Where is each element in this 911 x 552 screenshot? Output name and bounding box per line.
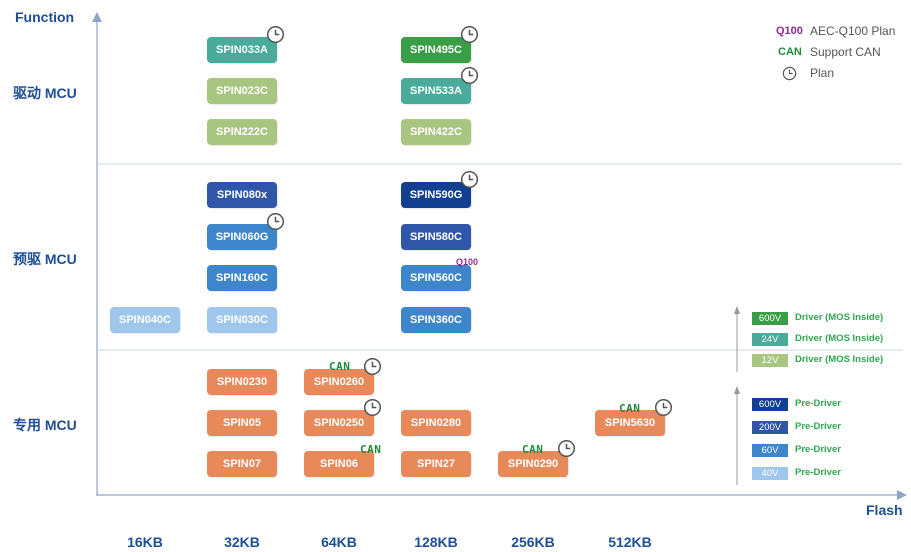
voltage-box: 600V [752,312,788,325]
chip-spin533a: SPIN533A [401,78,471,104]
clock-icon [654,398,673,417]
chip-spin0290: SPIN0290 [498,451,568,477]
voltage-label: Pre-Driver [795,421,841,432]
chip-spin040c: SPIN040C [110,307,180,333]
voltage-box: 24V [752,333,788,346]
chip-spin222c: SPIN222C [207,119,277,145]
chip-spin590g: SPIN590G [401,182,471,208]
voltage-label: Pre-Driver [795,467,841,478]
col-label-512kb: 512KB [608,534,652,550]
chip-spin023c: SPIN023C [207,78,277,104]
clock-icon [363,398,382,417]
chip-spin495c: SPIN495C [401,37,471,63]
x-axis-title: Flash [866,502,903,518]
legend-can-key: CAN [778,46,802,58]
voltage-label: Driver (MOS Inside) [795,354,884,365]
chip-spin033a: SPIN033A [207,37,277,63]
chip-spin0260: SPIN0260 [304,369,374,395]
chip-spin060g: SPIN060G [207,224,277,250]
voltage-label: Driver (MOS Inside) [795,333,884,344]
chip-spin580c: SPIN580C [401,224,471,250]
chip-spin0250: SPIN0250 [304,410,374,436]
chip-spin030c: SPIN030C [207,307,277,333]
col-label-64kb: 64KB [321,534,357,550]
voltage-box: 12V [752,354,788,367]
col-label-256kb: 256KB [511,534,555,550]
clock-icon [460,170,479,189]
y-axis-title: Function [15,9,75,25]
clock-icon [266,25,285,44]
clock-icon [266,212,285,231]
col-label-128kb: 128KB [414,534,458,550]
chip-spin160c: SPIN160C [207,265,277,291]
clock-icon [460,66,479,85]
row-label-dedicated-mcu: 专用 MCU [13,417,77,433]
chip-spin07: SPIN07 [207,451,277,477]
chip-spin5630: SPIN5630 [595,410,665,436]
legend: Q100 AEC-Q100 Plan CAN Support CAN Plan [770,22,905,84]
can-tag: CAN [619,402,641,415]
legend-can-text: Support CAN [810,45,881,59]
can-tag: CAN [522,443,544,456]
voltage-box: 60V [752,444,788,457]
chip-spin080x: SPIN080x [207,182,277,208]
clock-icon [557,439,576,458]
clock-icon [363,357,382,376]
chip-spin06: SPIN06 [304,451,374,477]
row-label-driver-mcu: 驱动 MCU [13,85,77,101]
chip-spin422c: SPIN422C [401,119,471,145]
can-tag: CAN [360,443,382,456]
can-tag: CAN [329,360,351,373]
chip-spin560c: SPIN560C [401,265,471,291]
chip-spin0280: SPIN0280 [401,410,471,436]
voltage-label: Pre-Driver [795,444,841,455]
legend-q100-text: AEC-Q100 Plan [810,24,896,38]
voltage-label: Pre-Driver [795,398,841,409]
chip-spin27: SPIN27 [401,451,471,477]
legend-clock-icon [782,66,797,81]
legend-plan-text: Plan [810,66,835,80]
col-label-16kb: 16KB [127,534,163,550]
chip-spin05: SPIN05 [207,410,277,436]
chip-spin360c: SPIN360C [401,307,471,333]
voltage-box: 600V [752,398,788,411]
voltage-box: 40V [752,467,788,480]
col-label-32kb: 32KB [224,534,260,550]
voltage-box: 200V [752,421,788,434]
voltage-label: Driver (MOS Inside) [795,312,884,323]
q100-tag: Q100 [456,257,479,267]
legend-q100-key: Q100 [776,25,803,37]
clock-icon [460,25,479,44]
row-label-predriver-mcu: 预驱 MCU [13,251,77,267]
chip-spin0230: SPIN0230 [207,369,277,395]
